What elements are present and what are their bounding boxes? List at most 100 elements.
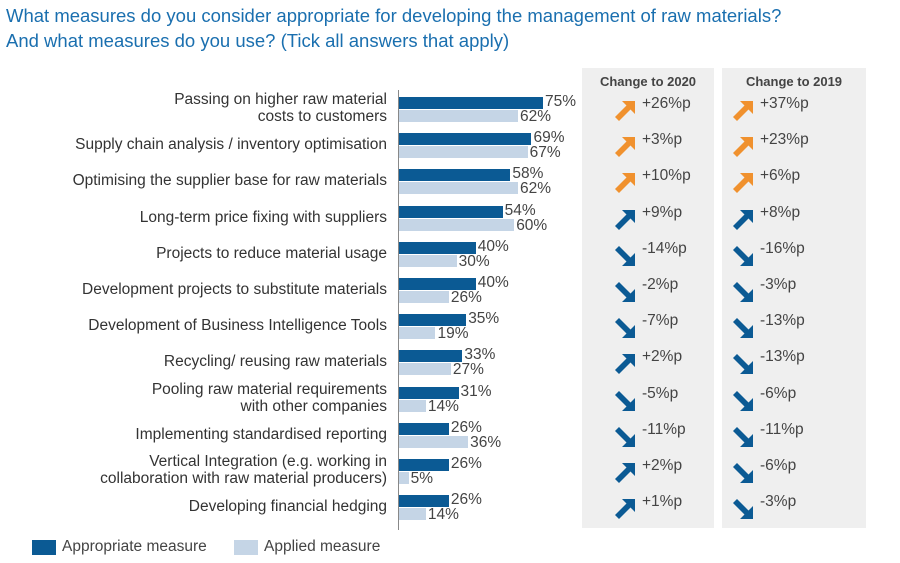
value-label-appropriate: 26%: [450, 491, 482, 509]
arrow-down-right-icon: [733, 426, 753, 447]
bar-applied: [399, 182, 519, 195]
change-2019-value: -16%p: [760, 239, 805, 257]
value-label-applied: 14%: [427, 506, 459, 524]
category-label: Projects to reduce material usage: [7, 245, 387, 262]
change-2019-value: +23%p: [760, 131, 809, 149]
arrow-up-right-icon: [733, 173, 753, 194]
bar-applied: [399, 327, 436, 340]
change-2019-value: +37%p: [760, 95, 809, 112]
bar-appropriate: [399, 169, 511, 182]
change-2020-value: +26%p: [642, 95, 691, 112]
category-label-line: Long-term price fixing with suppliers: [139, 208, 387, 226]
category-label: Pooling raw material requirements with ot…: [7, 381, 387, 415]
change-2019-value: -6%p: [760, 457, 797, 474]
value-label-applied: 14%: [427, 397, 459, 415]
change-2019-value: -6%p: [760, 384, 797, 402]
value-label-appropriate: 40%: [477, 274, 509, 291]
bar-appropriate: [399, 495, 449, 508]
value-label-applied: 30%: [458, 252, 490, 270]
value-label-appropriate: 26%: [450, 455, 482, 472]
value-label-appropriate: 31%: [460, 382, 492, 400]
bar-applied: [399, 110, 519, 122]
category-label: Passing on higher raw material costs to c…: [7, 91, 387, 125]
value-label-appropriate: 54%: [504, 201, 536, 219]
category-label-line: Implementing standardised reporting: [135, 425, 387, 443]
value-label-applied: 5%: [410, 470, 433, 487]
value-label-appropriate: 75%: [545, 93, 577, 110]
arrow-up-right-icon: [615, 101, 635, 121]
change-2020-value: -5%p: [642, 384, 679, 402]
arrow-up-right-icon: [733, 101, 753, 121]
arrow-down-right-icon: [615, 318, 635, 339]
value-label-applied: 19%: [437, 325, 469, 343]
value-label-appropriate: 26%: [450, 418, 482, 436]
change-2020-value: -2%p: [642, 276, 679, 293]
change-2020-value: +3%p: [642, 131, 683, 149]
bar-applied: [399, 435, 469, 448]
change-2020-value: +2%p: [642, 348, 683, 366]
value-label-applied: 62%: [520, 180, 552, 198]
arrow-down-right-icon: [733, 318, 753, 339]
value-label-applied: 36%: [470, 433, 502, 451]
bar-applied: [399, 508, 426, 521]
arrow-down-right-icon: [615, 390, 635, 411]
bar-appropriate: [399, 278, 476, 290]
arrow-up-right-icon: [615, 463, 635, 483]
legend-swatch: [32, 539, 56, 555]
category-label-line: costs to customers: [257, 108, 387, 125]
category-label-line: Supply chain analysis / inventory optimi…: [75, 136, 387, 154]
category-label: Vertical Integration (e.g. working in col…: [7, 453, 387, 487]
change-2020-panel: Change to 2020: [582, 68, 714, 528]
bar-applied: [399, 472, 409, 484]
category-label-line: Passing on higher raw material: [174, 91, 387, 108]
category-label-line: Pooling raw material requirements: [151, 380, 387, 398]
value-label-appropriate: 35%: [468, 310, 500, 328]
arrow-down-right-icon: [733, 282, 753, 302]
value-label-applied: 67%: [529, 144, 561, 162]
bar-applied: [399, 254, 457, 267]
change-2020-value: -14%p: [642, 239, 687, 257]
bar-appropriate: [399, 459, 449, 471]
value-label-appropriate: 40%: [477, 237, 509, 255]
bar-appropriate: [399, 350, 463, 363]
category-label: Recycling/ reusing raw materials: [7, 353, 387, 370]
value-label-appropriate: 69%: [533, 129, 565, 147]
chart-title: What measures do you consider appropriat…: [6, 3, 781, 53]
value-label-applied: 26%: [450, 289, 482, 306]
bar-appropriate: [399, 205, 503, 218]
arrow-up-right-icon: [615, 209, 635, 230]
change-2019-value: -3%p: [760, 276, 797, 293]
category-axis: [398, 90, 399, 530]
category-label-line: Vertical Integration (e.g. working in: [149, 453, 387, 470]
change-2019-value: -3%p: [760, 493, 797, 511]
category-label: Optimising the supplier base for raw mat…: [7, 172, 387, 189]
category-label-line: Optimising the supplier base for raw mat…: [72, 172, 387, 190]
category-label-line: Developing financial hedging: [188, 498, 387, 516]
category-label-line: Development projects to substitute mater…: [82, 281, 387, 298]
legend-label: Appropriate measure: [62, 538, 207, 555]
bar-applied: [399, 218, 515, 231]
value-label-applied: 27%: [452, 361, 484, 379]
legend-swatch: [234, 539, 258, 555]
change-2019-value: -13%p: [760, 348, 805, 366]
title-line-2: And what measures do you use? (Tick all …: [6, 30, 510, 51]
arrow-down-right-icon: [615, 426, 635, 447]
arrow-up-right-icon: [615, 173, 635, 194]
category-label: Developing financial hedging: [7, 498, 387, 515]
bar-appropriate: [399, 314, 467, 327]
change-2020-value: +10%p: [642, 167, 691, 185]
arrow-up-right-icon: [733, 209, 753, 230]
legend-applied: Applied measure: [234, 538, 380, 556]
change-2020-value: +1%p: [642, 493, 683, 511]
change-2020-value: -11%p: [642, 420, 686, 438]
arrow-down-right-icon: [615, 282, 635, 302]
category-label: Development projects to substitute mater…: [7, 281, 387, 298]
value-label-appropriate: 58%: [512, 165, 544, 183]
arrow-down-right-icon: [733, 499, 753, 520]
arrow-down-right-icon: [733, 354, 753, 375]
bar-applied: [399, 399, 426, 412]
change-2020-value: -7%p: [642, 312, 679, 330]
category-label-line: with other companies: [240, 397, 387, 415]
arrow-up-right-icon: [615, 499, 635, 520]
title-line-1: What measures do you consider appropriat…: [6, 5, 782, 26]
